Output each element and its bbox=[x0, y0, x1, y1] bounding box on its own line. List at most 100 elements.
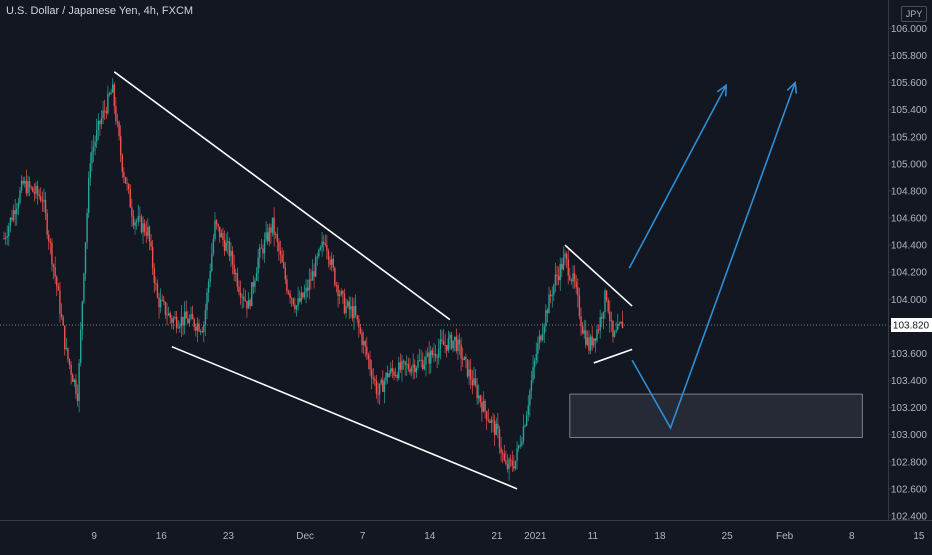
candle-body bbox=[481, 402, 483, 412]
candle-body bbox=[279, 250, 282, 255]
candle-body bbox=[121, 155, 123, 173]
candle-body bbox=[207, 281, 210, 293]
candle-body bbox=[557, 275, 560, 281]
candle-body bbox=[191, 314, 194, 320]
candle-body bbox=[444, 345, 446, 346]
candle-body bbox=[86, 212, 88, 243]
candle-body bbox=[233, 264, 235, 275]
candle-body bbox=[364, 341, 366, 347]
time-tick-label: Feb bbox=[776, 531, 794, 542]
candle-body bbox=[607, 299, 609, 312]
candle-body bbox=[329, 259, 331, 265]
price-tick-label: 103.000 bbox=[891, 430, 928, 441]
price-tick-label: 105.600 bbox=[891, 78, 928, 89]
price-tick-label: 105.800 bbox=[891, 51, 928, 62]
candle-body bbox=[476, 384, 478, 399]
candle-body bbox=[586, 337, 589, 345]
candle-body bbox=[434, 353, 437, 358]
candle-body bbox=[105, 111, 107, 114]
candle-body bbox=[32, 187, 34, 192]
candle-body bbox=[581, 325, 584, 334]
candle-body bbox=[322, 241, 325, 244]
candle-body bbox=[292, 298, 294, 305]
candle-body bbox=[479, 395, 482, 403]
candle-body bbox=[458, 339, 461, 345]
candle-body bbox=[108, 93, 111, 95]
candle-body bbox=[306, 287, 309, 291]
candle-body bbox=[199, 331, 202, 332]
candle-body bbox=[372, 378, 374, 379]
candle-body bbox=[410, 367, 413, 373]
candle-body bbox=[366, 346, 368, 355]
candle-body bbox=[163, 300, 165, 303]
currency-badge[interactable]: JPY bbox=[901, 6, 927, 22]
candle-body bbox=[11, 217, 13, 221]
candle-body bbox=[497, 423, 499, 429]
candle-body bbox=[238, 286, 240, 293]
candle-body bbox=[92, 146, 95, 152]
candle-body bbox=[110, 92, 112, 95]
price-tick-label: 105.000 bbox=[891, 159, 928, 170]
price-tick-label: 104.600 bbox=[891, 214, 928, 225]
candle-body bbox=[577, 287, 579, 296]
candle-body bbox=[159, 299, 162, 308]
candle-body bbox=[289, 293, 291, 298]
candle-body bbox=[83, 273, 85, 302]
demand-zone bbox=[569, 393, 863, 438]
candle-body bbox=[235, 273, 237, 275]
candle-body bbox=[281, 254, 283, 263]
candle-body bbox=[28, 181, 31, 188]
candle-body bbox=[533, 360, 536, 367]
candle-body bbox=[610, 320, 613, 322]
candle-body bbox=[517, 445, 520, 449]
candle-body bbox=[615, 330, 617, 333]
candle-body bbox=[91, 151, 93, 164]
candle-body bbox=[506, 463, 509, 470]
candle-body bbox=[215, 220, 218, 225]
candle-body bbox=[148, 226, 151, 242]
candle-body bbox=[565, 253, 568, 260]
candle-body bbox=[621, 321, 624, 329]
candle-body bbox=[118, 122, 120, 137]
candle-body bbox=[585, 330, 587, 345]
candle-body bbox=[613, 332, 616, 337]
candle-body bbox=[493, 420, 496, 436]
candle-body bbox=[217, 224, 219, 227]
candle-body bbox=[249, 300, 251, 307]
candle-body bbox=[153, 268, 155, 283]
time-axis[interactable]: Nov91623Dec714212021111825Feb815 bbox=[0, 531, 925, 542]
candle-body bbox=[124, 176, 127, 184]
candle-body bbox=[383, 381, 386, 392]
candle-body bbox=[49, 241, 52, 243]
candle-body bbox=[310, 279, 312, 281]
candle-body bbox=[134, 222, 136, 226]
candle-body bbox=[521, 441, 523, 446]
candle-body bbox=[35, 185, 37, 194]
price-tick-label: 104.000 bbox=[891, 295, 928, 306]
candle-body bbox=[580, 316, 582, 326]
candle-body bbox=[227, 241, 229, 243]
annotation-layer bbox=[113, 71, 798, 490]
time-tick-label: 16 bbox=[156, 531, 168, 542]
candle-body bbox=[286, 279, 288, 292]
candle-body bbox=[311, 271, 314, 281]
price-tick-label: 103.200 bbox=[891, 403, 928, 414]
candle-body bbox=[182, 316, 184, 326]
candle-body bbox=[100, 118, 103, 125]
candle-body bbox=[402, 360, 405, 362]
candle-body bbox=[409, 368, 411, 373]
candle-body bbox=[12, 210, 15, 221]
candle-body bbox=[578, 295, 581, 317]
candle-body bbox=[195, 326, 197, 331]
candle-body bbox=[175, 316, 178, 328]
candle-body bbox=[537, 343, 539, 354]
candle-body bbox=[597, 329, 600, 331]
price-tick-label: 102.600 bbox=[891, 484, 928, 495]
candle-body bbox=[169, 313, 171, 318]
candle-body bbox=[602, 311, 605, 319]
candle-body bbox=[127, 184, 130, 189]
candle-body bbox=[174, 316, 176, 319]
candle-body bbox=[540, 335, 542, 341]
